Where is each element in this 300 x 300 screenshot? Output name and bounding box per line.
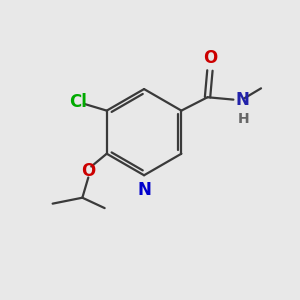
Text: Cl: Cl xyxy=(70,93,87,111)
Text: N: N xyxy=(137,181,151,199)
Text: O: O xyxy=(81,162,95,180)
Text: H: H xyxy=(238,112,250,126)
Text: O: O xyxy=(203,49,217,67)
Text: N: N xyxy=(236,91,250,109)
